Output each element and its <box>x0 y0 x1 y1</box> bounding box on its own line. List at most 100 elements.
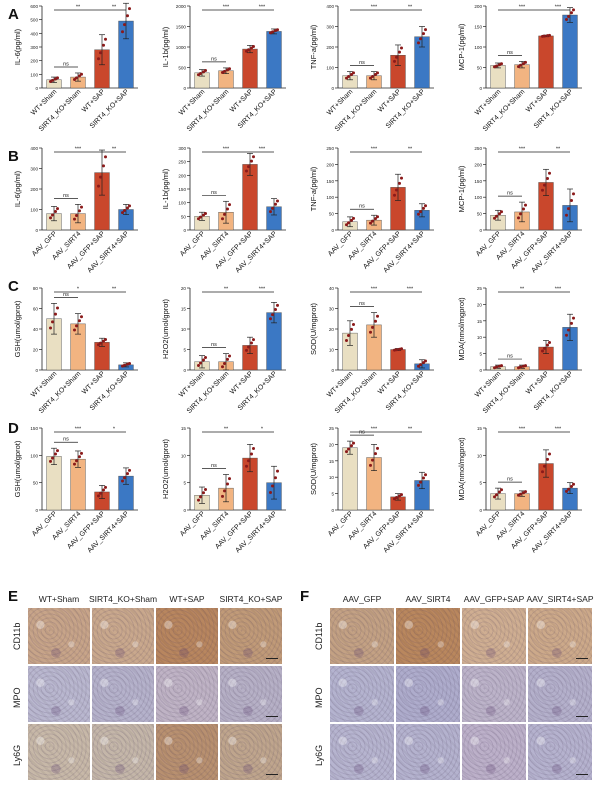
significance-label: ns <box>63 292 69 298</box>
data-point <box>252 44 255 48</box>
significance-label: *** <box>75 147 82 153</box>
y-axis-label: GSH(umol/gprot) <box>13 300 22 357</box>
data-point <box>374 217 377 221</box>
data-point <box>199 361 202 365</box>
data-point <box>97 494 100 498</box>
data-point <box>398 181 401 185</box>
data-point <box>350 327 353 331</box>
data-point <box>352 441 355 445</box>
histology-panel-f: AAV_GFP AAV_SIRT4 AAV_GFP+SAP AAV_SIRT4+SAP… <box>306 592 598 790</box>
data-point <box>543 464 546 468</box>
data-point <box>250 452 253 456</box>
bar <box>562 14 578 89</box>
data-point <box>398 50 401 54</box>
data-point <box>49 326 52 330</box>
data-point <box>548 452 551 456</box>
data-point <box>221 217 224 221</box>
bar <box>538 35 554 89</box>
y-tick-label: 100 <box>30 208 38 213</box>
data-point <box>548 33 551 37</box>
data-point <box>197 498 200 502</box>
data-point <box>221 494 224 498</box>
significance-label: *** <box>371 287 378 293</box>
significance-label: ns <box>63 193 69 199</box>
y-tick-label: 150 <box>178 187 186 192</box>
y-tick-label: 0 <box>35 86 38 91</box>
data-point <box>75 76 78 80</box>
data-point <box>123 363 126 367</box>
significance-label: ns <box>359 301 365 307</box>
significance-label: ns <box>507 477 513 483</box>
histology-image <box>156 724 218 780</box>
y-axis-label: TNF-a(pg/ml) <box>309 24 318 69</box>
data-point <box>347 334 350 338</box>
data-point <box>519 365 522 369</box>
data-point <box>128 361 131 365</box>
significance-label: ns <box>507 191 513 197</box>
data-point <box>126 472 129 476</box>
data-point <box>524 60 527 64</box>
y-tick-label: 50 <box>477 212 483 217</box>
data-point <box>126 206 129 210</box>
y-tick-label: 20 <box>329 327 335 332</box>
data-point <box>400 493 403 497</box>
y-tick-label: 200 <box>474 4 482 9</box>
data-point <box>541 349 544 353</box>
data-point <box>104 485 107 489</box>
data-point <box>565 333 568 337</box>
data-point <box>352 71 355 75</box>
scale-bar <box>576 774 588 775</box>
y-axis-label: SOD(U/mgprot) <box>309 442 318 495</box>
y-tick-label: 500 <box>30 18 38 23</box>
y-axis-label: TNF-a(pg/ml) <box>309 166 318 211</box>
histology-column-label: AAV_SIRT4+SAP <box>526 594 594 604</box>
x-tick-label: SIRT4_KO+Sham <box>186 88 231 133</box>
data-point <box>417 212 420 216</box>
data-point <box>400 46 403 50</box>
data-point <box>395 55 398 59</box>
x-tick-label: AAV_SIRT4+SAP <box>382 230 426 274</box>
significance-label: ns <box>359 60 365 66</box>
data-point <box>541 188 544 192</box>
data-point <box>371 325 374 329</box>
histology-column-label: WT+SAP <box>169 594 205 604</box>
data-point <box>123 209 126 213</box>
data-point <box>376 71 379 75</box>
histology-image <box>462 724 526 780</box>
data-point <box>352 322 355 326</box>
histology-image <box>528 724 592 780</box>
data-point <box>422 32 425 36</box>
significance-label: ** <box>408 427 413 433</box>
y-tick-label: 100 <box>178 201 186 206</box>
y-tick-label: 5 <box>183 348 186 353</box>
data-point <box>500 488 503 492</box>
data-point <box>345 223 348 227</box>
significance-label: ns <box>63 437 69 443</box>
y-tick-label: 60 <box>33 307 39 312</box>
data-point <box>128 468 131 472</box>
y-tick-label: 25 <box>329 426 335 431</box>
y-axis-label: MDA(nmol/mgprot) <box>457 437 466 501</box>
y-tick-label: 100 <box>474 195 482 200</box>
y-tick-label: 0 <box>479 508 482 513</box>
data-point <box>199 215 202 219</box>
data-point <box>99 341 102 345</box>
data-point <box>102 488 105 492</box>
y-tick-label: 300 <box>326 25 334 30</box>
histology-image <box>92 666 154 722</box>
histology-image <box>396 724 460 780</box>
data-point <box>102 339 105 343</box>
data-point <box>271 30 274 34</box>
data-point <box>197 363 200 367</box>
y-tick-label: 200 <box>30 187 38 192</box>
y-tick-label: 250 <box>178 160 186 165</box>
data-point <box>247 48 250 52</box>
y-tick-label: 0 <box>331 86 334 91</box>
x-tick-label: SIRT4_KO+Sham <box>482 370 527 415</box>
data-point <box>104 37 107 41</box>
y-tick-label: 15 <box>477 426 483 431</box>
data-point <box>572 482 575 486</box>
data-point <box>97 57 100 61</box>
significance-label: *** <box>555 427 562 433</box>
data-point <box>269 317 272 321</box>
